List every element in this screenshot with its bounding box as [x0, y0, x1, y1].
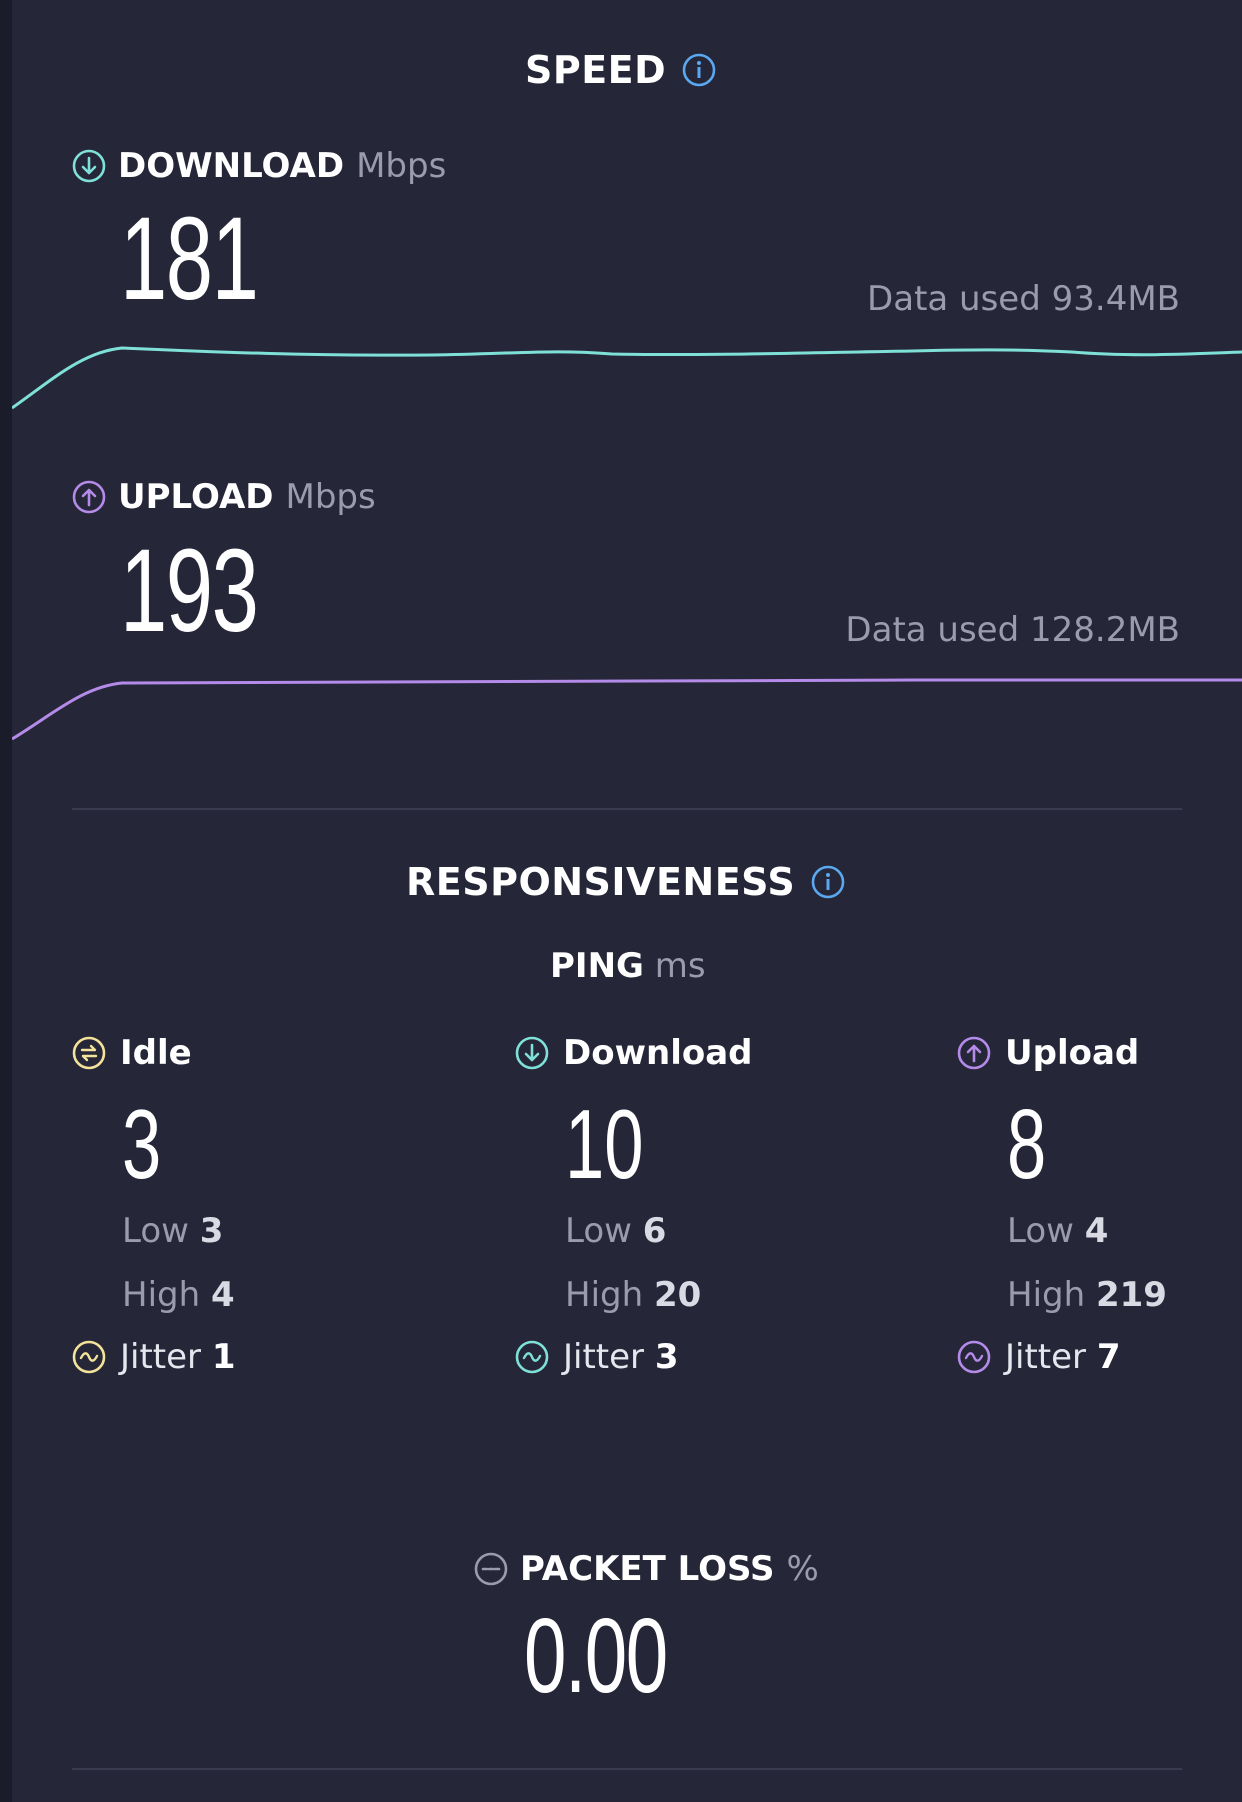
speed-title-text: SPEED [525, 48, 667, 92]
ping-column-header: Idle [72, 1033, 472, 1073]
packet-loss-icon [474, 1552, 508, 1586]
ping-value: 10 [565, 1089, 644, 1199]
section-divider [72, 808, 1182, 810]
download-speed-graph [12, 346, 1242, 410]
low-label: Low [122, 1211, 189, 1251]
jitter-label: Jitter [120, 1337, 202, 1377]
high-label: High [1007, 1275, 1086, 1315]
high-value: 219 [1095, 1275, 1167, 1315]
packet-loss-label-row: PACKET LOSS % [474, 1549, 819, 1589]
jitter-value: 3 [654, 1337, 679, 1377]
download-speed-value: 181 [120, 193, 259, 325]
info-icon[interactable] [811, 865, 845, 899]
upload-label-row: UPLOAD Mbps [72, 477, 376, 517]
high-label: High [565, 1275, 644, 1315]
upload-data-used-value: 128.2MB [1030, 610, 1180, 650]
ping-column-download: Download 10 Low 6 High 20 Jitter 3 [515, 1033, 915, 1387]
low-value: 3 [199, 1211, 224, 1251]
high-value: 4 [210, 1275, 235, 1315]
ping-column-idle: Idle 3 Low 3 High 4 Jitter 1 [72, 1033, 472, 1387]
download-label-row: DOWNLOAD Mbps [72, 146, 446, 186]
download-data-used-label: Data used [867, 279, 1041, 319]
jitter-icon [515, 1340, 549, 1374]
download-data-used-value: 93.4MB [1051, 279, 1180, 319]
jitter-label: Jitter [1005, 1337, 1087, 1377]
responsiveness-title-text: RESPONSIVENESS [406, 860, 796, 904]
upload-speed-line [12, 678, 1242, 741]
idle-icon [72, 1036, 106, 1070]
download-speed-line [12, 346, 1242, 410]
ping-high: High 4 [122, 1263, 472, 1327]
jitter-icon [72, 1340, 106, 1374]
upload-unit: Mbps [285, 477, 376, 517]
ping-low: Low 6 [565, 1199, 915, 1263]
ping-low: Low 3 [122, 1199, 472, 1263]
ping-low: Low 4 [1007, 1199, 1242, 1263]
jitter-icon [957, 1340, 991, 1374]
upload-speed-value: 193 [120, 525, 259, 657]
ping-jitter: Jitter 1 [72, 1327, 472, 1387]
ping-column-header: Upload [957, 1033, 1242, 1073]
info-icon[interactable] [682, 53, 716, 87]
jitter-value: 1 [211, 1337, 236, 1377]
upload-data-used-label: Data used [845, 610, 1020, 650]
download-arrow-icon [515, 1036, 549, 1070]
jitter-value: 7 [1096, 1337, 1121, 1377]
download-unit: Mbps [356, 146, 447, 186]
jitter-label: Jitter [563, 1337, 645, 1377]
packet-loss-unit: % [786, 1549, 819, 1589]
upload-arrow-icon [957, 1036, 991, 1070]
ping-high: High 20 [565, 1263, 915, 1327]
ping-column-upload: Upload 8 Low 4 High 219 Jitter 7 [957, 1033, 1242, 1387]
high-value: 20 [653, 1275, 702, 1315]
low-value: 6 [642, 1211, 667, 1251]
packet-loss-value: 0.00 [524, 1597, 668, 1715]
speed-section-title: SPEED [525, 48, 716, 92]
responsiveness-section-title: RESPONSIVENESS [406, 860, 845, 904]
ping-jitter: Jitter 3 [515, 1327, 915, 1387]
ping-value: 3 [122, 1089, 162, 1199]
upload-data-used: Data used 128.2MB [845, 610, 1180, 650]
ping-label: PING [550, 946, 644, 986]
ping-column-name: Upload [1005, 1033, 1140, 1073]
ping-column-name: Idle [120, 1033, 192, 1073]
low-label: Low [1007, 1211, 1074, 1251]
ping-jitter: Jitter 7 [957, 1327, 1242, 1387]
ping-column-name: Download [563, 1033, 753, 1073]
download-arrow-icon [72, 149, 106, 183]
download-label: DOWNLOAD [118, 146, 345, 186]
download-data-used: Data used 93.4MB [867, 279, 1180, 319]
packet-loss-label: PACKET LOSS [520, 1549, 775, 1589]
upload-label: UPLOAD [118, 477, 274, 517]
ping-high: High 219 [1007, 1263, 1242, 1327]
low-label: Low [565, 1211, 632, 1251]
ping-column-header: Download [515, 1033, 915, 1073]
ping-value: 8 [1007, 1089, 1047, 1199]
upload-arrow-icon [72, 480, 106, 514]
ping-unit: ms [654, 946, 706, 986]
left-edge-bar [0, 0, 12, 1802]
bottom-divider [72, 1768, 1182, 1770]
high-label: High [122, 1275, 201, 1315]
ping-heading: PING ms [550, 946, 706, 986]
low-value: 4 [1084, 1211, 1109, 1251]
upload-speed-graph [12, 678, 1242, 741]
